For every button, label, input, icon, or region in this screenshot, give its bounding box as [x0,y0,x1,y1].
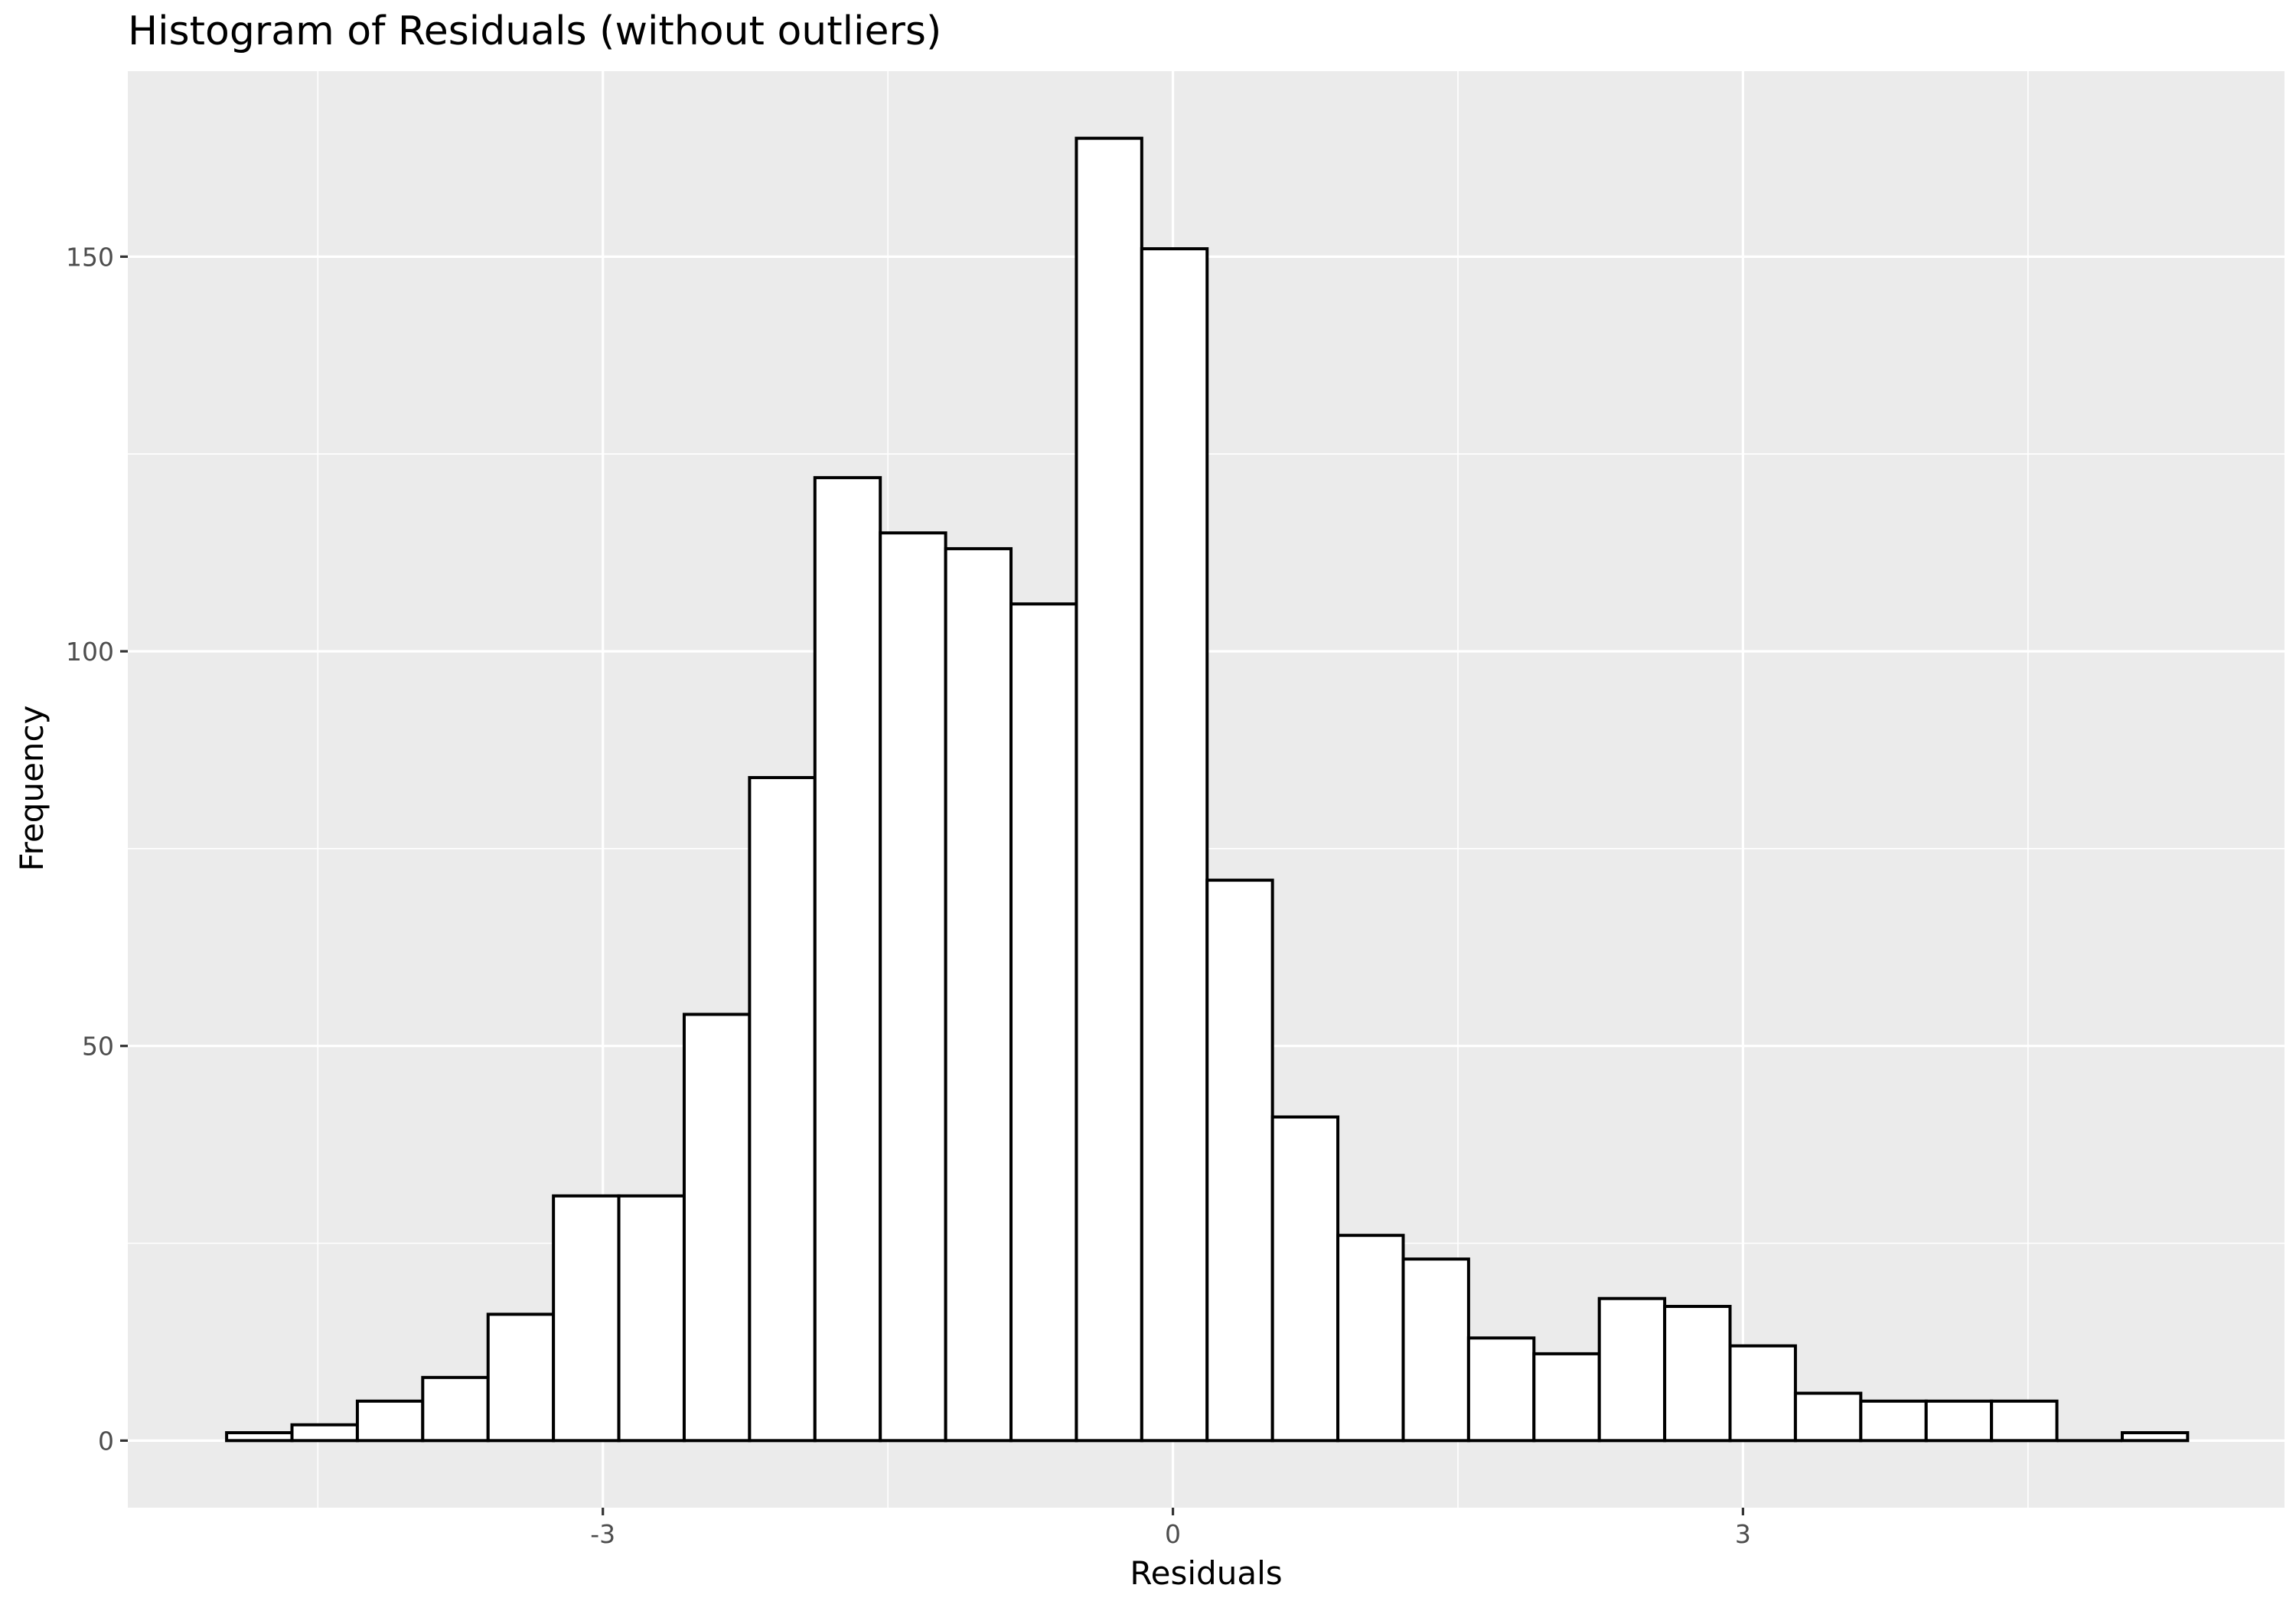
histogram-bar [1793,1391,1863,1443]
histogram-bar [1990,1399,2059,1443]
x-tick-label: -3 [590,1519,615,1549]
y-axis: 0 50 100 150 [66,242,128,1456]
x-axis-title: Residuals [1130,1554,1282,1592]
histogram-bar [813,476,882,1443]
histogram-bar [355,1399,425,1443]
histogram-bar [290,1423,359,1443]
histogram-bar [617,1194,686,1443]
histogram-bar [879,531,947,1443]
histogram-bar [1532,1352,1601,1443]
histogram-bar [1466,1336,1536,1443]
histogram-bar [1924,1399,1994,1443]
x-tick-label: 3 [1735,1519,1751,1549]
histogram-bar [1728,1344,1797,1443]
histogram-bar [1663,1305,1732,1443]
histogram-bar [1859,1399,1928,1443]
histogram-bar [486,1313,556,1443]
x-axis: -3 0 3 [590,1508,1751,1549]
histogram-bar [1009,602,1078,1443]
y-tick-label: 50 [82,1032,114,1061]
histogram-bar [682,1013,752,1443]
histogram-bar [1075,136,1143,1443]
histogram-bars [225,136,2190,1443]
histogram-bar [748,776,817,1443]
histogram-bar [552,1194,621,1443]
histogram-bar [225,1431,294,1443]
y-tick-label: 0 [98,1426,114,1456]
histogram-bar [2120,1431,2190,1443]
x-tick-label: 0 [1165,1519,1181,1549]
histogram-bar [1336,1234,1405,1443]
histogram-bar [944,546,1013,1443]
histogram-bar [1140,247,1209,1443]
chart-title: Histogram of Residuals (without outliers… [128,8,941,54]
histogram-bar [421,1375,490,1443]
y-tick-label: 100 [66,637,114,667]
histogram-bar [1597,1296,1667,1443]
histogram-bar [1205,879,1274,1443]
y-tick-label: 150 [66,242,114,272]
y-axis-title: Frequency [13,706,51,872]
histogram-bar [1401,1257,1470,1443]
histogram-bar [1270,1115,1340,1443]
